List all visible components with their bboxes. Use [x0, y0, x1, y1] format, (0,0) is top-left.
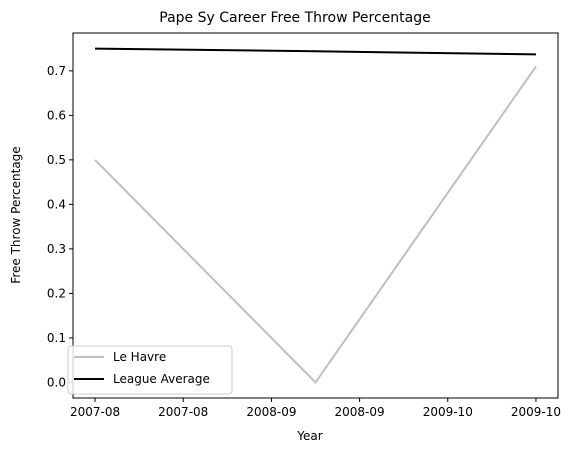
plot-frame	[72, 32, 559, 399]
series-layer	[94, 47, 537, 384]
y-tick-label: 0.2	[47, 286, 66, 300]
series-line-0	[94, 65, 537, 384]
y-axis: 0.0 0.1 0.2 0.3 0.4 0.5 0.6 0.7	[47, 64, 73, 389]
x-tick-label: 2007-08	[158, 405, 208, 419]
series-line-1	[94, 47, 537, 56]
legend-label-0: Le Havre	[113, 350, 166, 364]
y-tick-label: 0.4	[47, 197, 66, 211]
x-tick-label: 2009-10	[423, 405, 473, 419]
plot-area	[73, 33, 558, 398]
y-tick-label: 0.7	[47, 64, 66, 78]
legend-label-1: League Average	[113, 372, 210, 386]
x-tick-label: 2008-09	[335, 405, 385, 419]
y-axis-label: Free Throw Percentage	[9, 146, 23, 283]
chart-title: Pape Sy Career Free Throw Percentage	[159, 10, 430, 26]
y-tick-label: 0.0	[47, 375, 66, 389]
legend: Le Havre League Average	[67, 345, 233, 395]
x-tick-label: 2007-08	[70, 405, 120, 419]
x-tick-label: 2009-10	[511, 405, 561, 419]
x-axis-label: Year	[296, 429, 322, 443]
legend-frame	[67, 345, 233, 395]
y-tick-label: 0.1	[47, 331, 66, 345]
y-tick-label: 0.3	[47, 242, 66, 256]
x-tick-label: 2008-09	[246, 405, 296, 419]
x-axis: 2007-08 2007-08 2008-09 2008-09 2009-10 2009-…	[70, 398, 561, 419]
y-tick-label: 0.5	[47, 153, 66, 167]
y-tick-label: 0.6	[47, 108, 66, 122]
